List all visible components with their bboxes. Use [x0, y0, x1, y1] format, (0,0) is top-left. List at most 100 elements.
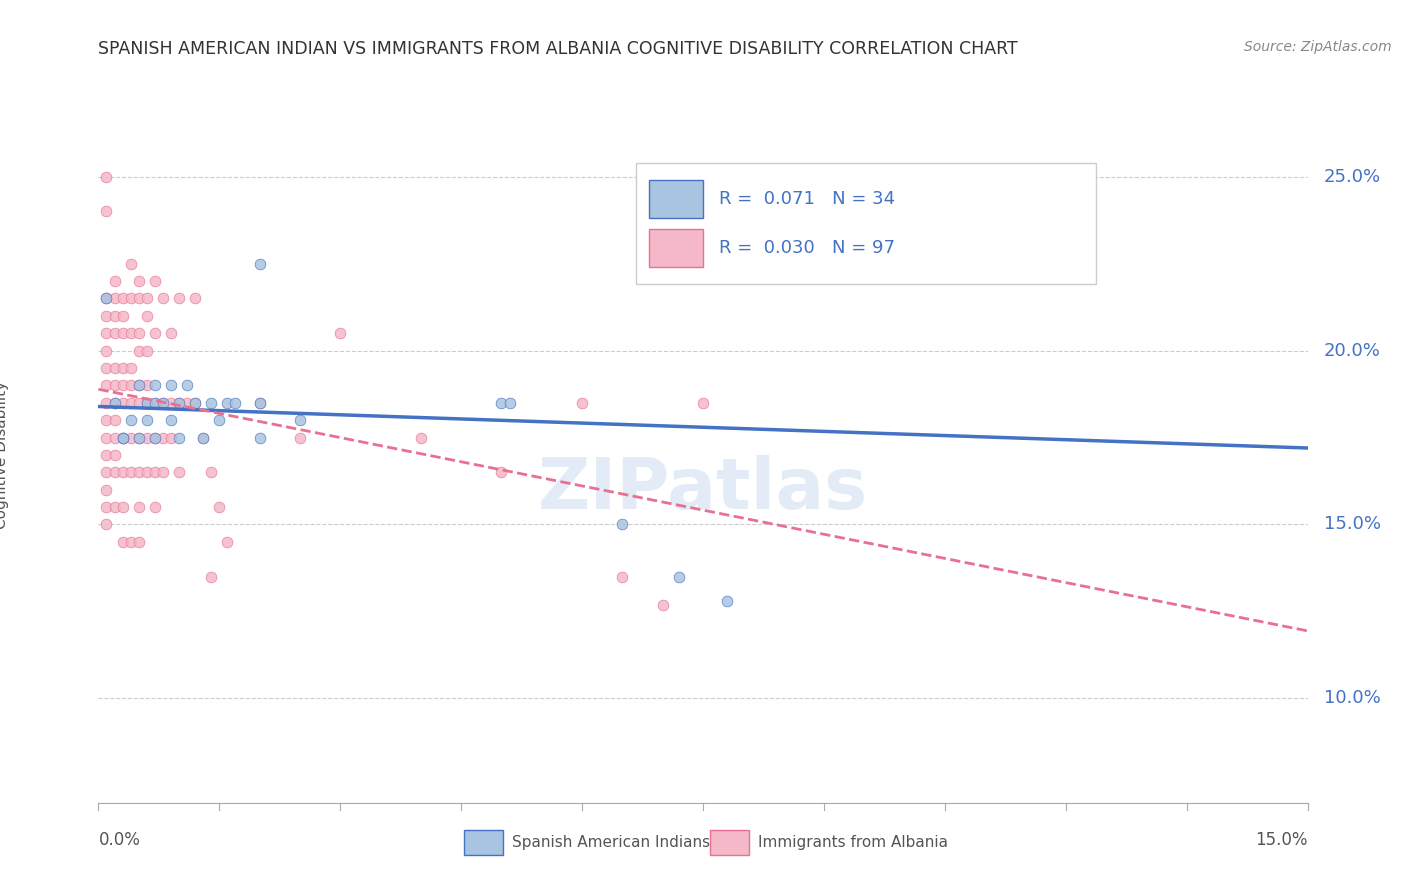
Point	[120, 326, 142, 341]
Text: 15.0%: 15.0%	[1256, 830, 1308, 848]
Point	[152, 396, 174, 410]
Point	[120, 466, 142, 480]
Point	[120, 257, 142, 271]
Text: Source: ZipAtlas.com: Source: ZipAtlas.com	[1244, 40, 1392, 54]
Point	[128, 343, 150, 358]
Point	[96, 326, 118, 341]
Point	[128, 431, 150, 445]
Text: 15.0%: 15.0%	[1323, 516, 1381, 533]
Point	[111, 326, 134, 341]
Point	[217, 535, 239, 549]
Point	[176, 378, 198, 392]
Point	[143, 431, 166, 445]
FancyBboxPatch shape	[637, 162, 1097, 285]
Point	[160, 326, 183, 341]
Text: 20.0%: 20.0%	[1323, 342, 1381, 359]
Point	[111, 309, 134, 323]
Point	[135, 291, 157, 305]
Point	[120, 413, 142, 427]
Point	[612, 570, 634, 584]
Point	[111, 291, 134, 305]
Point	[111, 396, 134, 410]
Point	[103, 431, 125, 445]
Point	[167, 431, 190, 445]
Point	[184, 291, 207, 305]
Point	[128, 466, 150, 480]
Point	[128, 274, 150, 288]
Point	[184, 396, 207, 410]
Point	[96, 204, 118, 219]
Point	[329, 326, 352, 341]
Point	[120, 378, 142, 392]
Text: Immigrants from Albania: Immigrants from Albania	[758, 835, 948, 849]
Point	[167, 396, 190, 410]
Point	[96, 517, 118, 532]
Point	[120, 396, 142, 410]
Point	[135, 396, 157, 410]
Point	[96, 396, 118, 410]
Point	[288, 431, 311, 445]
Point	[152, 291, 174, 305]
Point	[111, 535, 134, 549]
Point	[96, 343, 118, 358]
Point	[193, 431, 215, 445]
Text: 25.0%: 25.0%	[1323, 168, 1381, 186]
Point	[249, 257, 271, 271]
Point	[491, 466, 513, 480]
Point	[111, 431, 134, 445]
Point	[143, 431, 166, 445]
Point	[111, 500, 134, 514]
Point	[96, 291, 118, 305]
Text: R =  0.071   N = 34: R = 0.071 N = 34	[718, 190, 894, 208]
Point	[96, 291, 118, 305]
Point	[167, 396, 190, 410]
Point	[167, 291, 190, 305]
Text: R =  0.030   N = 97: R = 0.030 N = 97	[718, 239, 894, 257]
Point	[692, 396, 714, 410]
Point	[1054, 211, 1077, 226]
Point	[160, 413, 183, 427]
Point	[120, 360, 142, 375]
Point	[249, 396, 271, 410]
Point	[103, 378, 125, 392]
Point	[96, 360, 118, 375]
Point	[135, 396, 157, 410]
Point	[193, 431, 215, 445]
Point	[128, 291, 150, 305]
Point	[103, 413, 125, 427]
Point	[111, 360, 134, 375]
Text: Cognitive Disability: Cognitive Disability	[0, 381, 10, 529]
Point	[96, 378, 118, 392]
FancyBboxPatch shape	[648, 228, 703, 267]
Point	[120, 535, 142, 549]
Point	[103, 360, 125, 375]
Point	[571, 396, 593, 410]
Point	[103, 309, 125, 323]
Point	[160, 431, 183, 445]
Point	[612, 517, 634, 532]
Point	[128, 396, 150, 410]
Point	[135, 309, 157, 323]
Point	[111, 431, 134, 445]
Point	[143, 466, 166, 480]
Point	[103, 291, 125, 305]
Point	[167, 466, 190, 480]
Point	[217, 396, 239, 410]
Point	[143, 274, 166, 288]
Point	[120, 291, 142, 305]
Point	[651, 598, 673, 612]
Point	[103, 500, 125, 514]
Point	[668, 570, 690, 584]
Point	[143, 396, 166, 410]
Point	[288, 413, 311, 427]
Point	[409, 431, 432, 445]
Point	[96, 169, 118, 184]
Point	[143, 326, 166, 341]
Text: 0.0%: 0.0%	[98, 830, 141, 848]
Point	[135, 413, 157, 427]
Point	[96, 448, 118, 462]
Point	[200, 466, 222, 480]
Point	[135, 431, 157, 445]
Point	[128, 431, 150, 445]
Point	[249, 431, 271, 445]
